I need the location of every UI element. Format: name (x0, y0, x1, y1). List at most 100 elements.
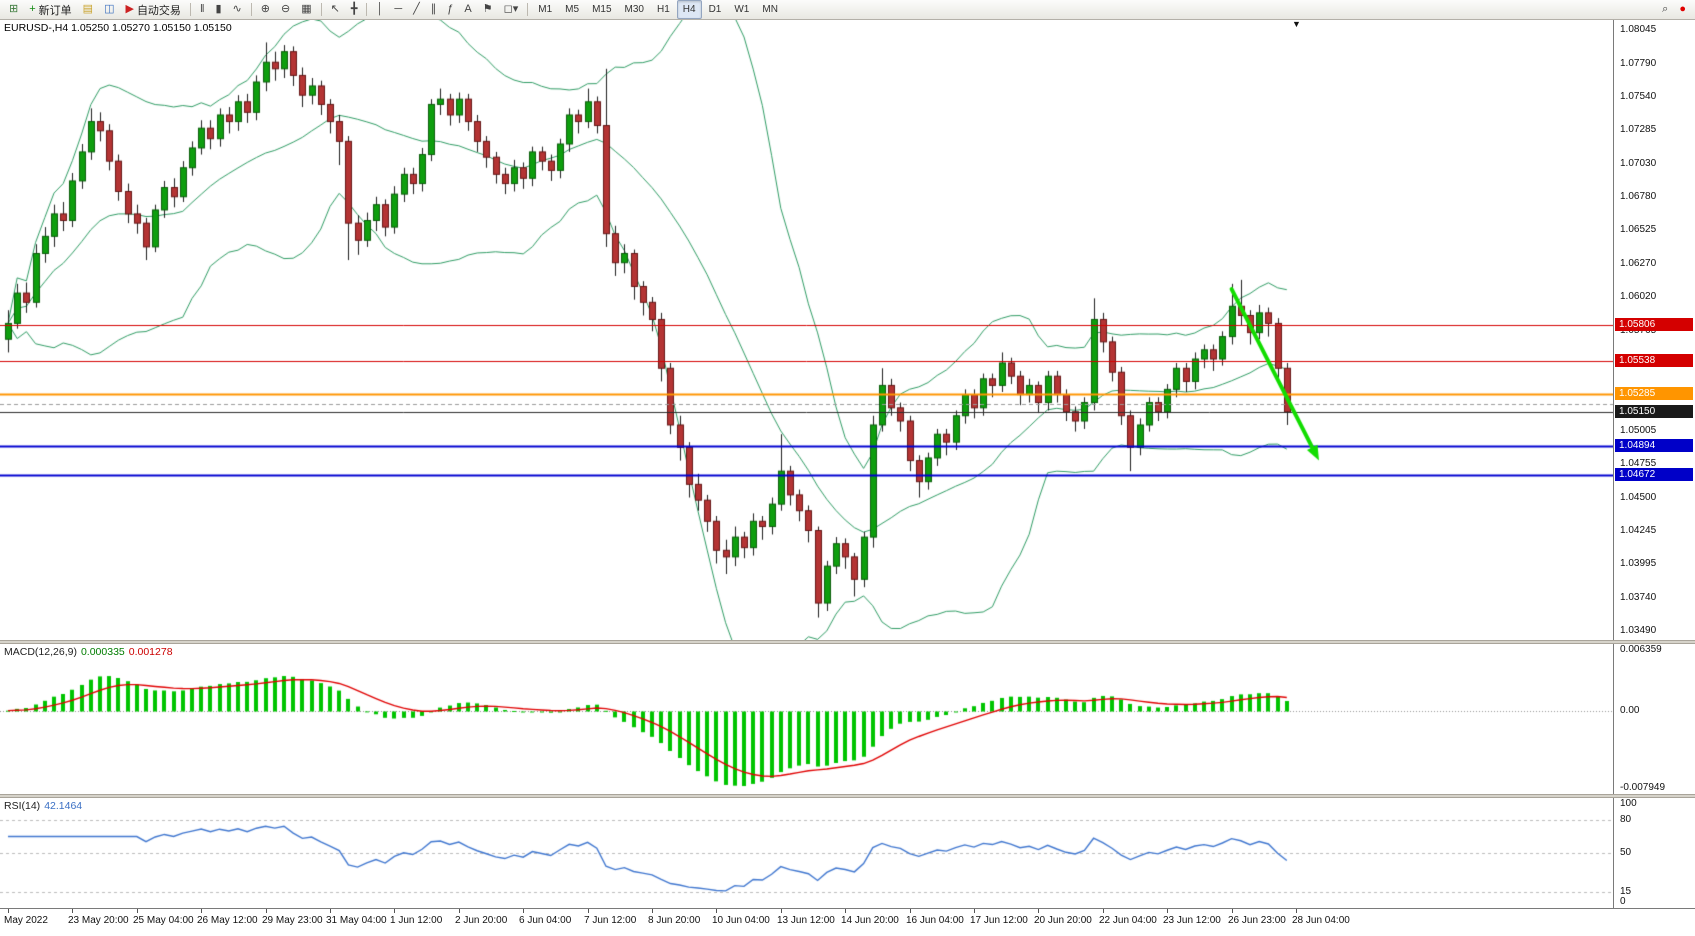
auto-trading-icon: ▶ (125, 3, 134, 15)
bar-chart-type-button[interactable]: ‖ (195, 0, 210, 19)
time-tick (1296, 909, 1297, 913)
price-level-badge: 1.05285 (1615, 386, 1693, 400)
panel-resize-handle-rsi[interactable] (0, 794, 1695, 798)
tile-windows-button[interactable]: ▦ (296, 0, 316, 19)
candlestick-chart-type-button[interactable]: ▮ (210, 0, 226, 19)
trendline-button[interactable]: ╱ (408, 0, 425, 19)
timeframe-d1-button[interactable]: D1 (708, 4, 722, 15)
line-chart-type-icon: ∿ (232, 3, 242, 15)
panel-resize-handle-macd[interactable] (0, 640, 1695, 644)
time-tick-label: 23 May 20:00 (68, 915, 129, 926)
rsi-value: 42.1464 (44, 800, 83, 812)
timeframe-h1-button[interactable]: H1 (656, 4, 670, 15)
axis-tick-label: 0.00 (1620, 704, 1640, 716)
new-order-icon: + (29, 3, 36, 15)
bar-chart-type-icon: ‖ (199, 3, 205, 15)
axis-tick-label: 1.03995 (1620, 558, 1657, 570)
macd-chart-canvas[interactable] (0, 644, 1613, 794)
timeframe-m15-button[interactable]: M15 (592, 4, 612, 15)
trendline-icon: ╱ (413, 3, 420, 15)
notification-button[interactable]: ● (1674, 0, 1691, 19)
crosshair-icon: ╋ (350, 3, 358, 15)
cursor-button[interactable]: ↖ (326, 0, 345, 19)
timeframe-h4-button[interactable]: H4 (676, 0, 702, 19)
rsi-panel: RSI(14) 42.1464 100 80 50 15 0 (0, 798, 1695, 908)
text-button[interactable]: A (459, 0, 476, 19)
axis-tick-label: 15 (1620, 885, 1632, 897)
new-order-button[interactable]: + 新订单 (24, 0, 76, 19)
macd-panel: MACD(12,26,9) 0.000335 0.001278 0.006359 0.… (0, 644, 1695, 794)
axis-tick-label: 1.04755 (1620, 457, 1657, 469)
axis-tick-label: 1.06525 (1620, 224, 1657, 236)
text-label-button[interactable]: ⚑ (478, 0, 498, 19)
chart-profiles-button[interactable]: ▤ (78, 0, 98, 19)
time-tick-label: 29 May 23:00 (262, 915, 323, 926)
time-axis[interactable]: May 2022 23 May 20:00 25 May 04:00 26 May 1… (0, 908, 1695, 936)
time-tick (330, 909, 331, 913)
line-chart-type-button[interactable]: ∿ (228, 0, 247, 19)
time-tick (1103, 909, 1104, 913)
time-tick-label: 23 Jun 12:00 (1163, 915, 1221, 926)
price-axis[interactable]: 1.08045 1.07790 1.07540 1.07285 1.07030 1.067… (1613, 20, 1695, 640)
axis-tick-label: 1.03490 (1620, 624, 1657, 636)
time-tick-label: 28 Jun 04:00 (1292, 915, 1350, 926)
axis-tick-label: 1.05005 (1620, 424, 1657, 436)
price-chart-canvas[interactable] (0, 20, 1613, 640)
new-order-label: 新订单 (38, 4, 72, 17)
data-window-button[interactable]: ◫ (99, 0, 119, 19)
time-tick (781, 909, 782, 913)
timeframe-mn-button[interactable]: MN (762, 4, 778, 15)
rsi-chart-canvas[interactable] (0, 798, 1613, 908)
zoom-out-button[interactable]: ⊖ (276, 0, 295, 19)
axis-tick-label: 0.006359 (1620, 644, 1662, 655)
main-chart-panel: EURUSD-,H4 1.05250 1.05270 1.05150 1.051… (0, 19, 1695, 640)
fibonacci-button[interactable]: ƒ (442, 0, 458, 19)
search-button[interactable]: ⌕ (1657, 0, 1673, 19)
chart-shift-marker[interactable]: ▼ (1292, 19, 1301, 29)
vertical-line-icon: │ (376, 3, 384, 15)
time-tick-label: 31 May 04:00 (326, 915, 387, 926)
chart-window-button[interactable]: ⊞ (4, 0, 23, 19)
time-tick (845, 909, 846, 913)
axis-tick-label: 0 (1620, 896, 1626, 907)
timeframe-m30-button[interactable]: M30 (624, 4, 644, 15)
timeframe-m5-button[interactable]: M5 (565, 4, 580, 15)
macd-value-signal: 0.001278 (128, 646, 173, 658)
macd-name: MACD(12,26,9) (4, 646, 77, 658)
axis-tick-label: 100 (1620, 798, 1637, 809)
time-tick (1167, 909, 1168, 913)
axis-tick-label: 1.07540 (1620, 90, 1657, 102)
equidistant-channel-button[interactable]: ∥ (426, 0, 442, 19)
candlestick-chart-type-icon: ▮ (215, 3, 222, 15)
price-level-badge: 1.05150 (1615, 404, 1693, 418)
time-tick-label: May 2022 (4, 915, 48, 926)
crosshair-button[interactable]: ╋ (346, 0, 363, 19)
shapes-icon: ◻▾ (503, 3, 519, 15)
time-tick (588, 909, 589, 913)
chart-ohlc-title: EURUSD-,H4 1.05250 1.05270 1.05150 1.051… (4, 22, 232, 34)
axis-tick-label: 1.07285 (1620, 124, 1657, 136)
zoom-in-button[interactable]: ⊕ (256, 0, 275, 19)
axis-tick-label: 50 (1620, 847, 1632, 858)
toolbar-separator (250, 3, 252, 16)
time-tick-label: 13 Jun 12:00 (777, 915, 835, 926)
time-tick-label: 25 May 04:00 (133, 915, 194, 926)
timeframe-w1-button[interactable]: W1 (734, 4, 750, 15)
text-label-icon: ⚑ (482, 3, 493, 15)
text-icon: A (464, 3, 472, 15)
time-tick (8, 909, 9, 913)
rsi-axis: 100 80 50 15 0 (1613, 798, 1695, 908)
vertical-line-button[interactable]: │ (371, 0, 388, 19)
fibonacci-icon: ƒ (447, 3, 454, 15)
rsi-label: RSI(14) 42.1464 (4, 800, 82, 812)
price-level-badge: 1.04672 (1615, 467, 1693, 481)
time-tick-label: 10 Jun 04:00 (712, 915, 770, 926)
horizontal-line-button[interactable]: ─ (389, 0, 407, 19)
timeframe-m1-button[interactable]: M1 (538, 4, 553, 15)
time-tick-label: 2 Jun 20:00 (455, 915, 508, 926)
time-tick (459, 909, 460, 913)
macd-axis: 0.006359 0.00 -0.007949 (1613, 644, 1695, 794)
auto-trading-button[interactable]: ▶ 自动交易 (120, 0, 185, 19)
shapes-button[interactable]: ◻▾ (499, 0, 524, 19)
